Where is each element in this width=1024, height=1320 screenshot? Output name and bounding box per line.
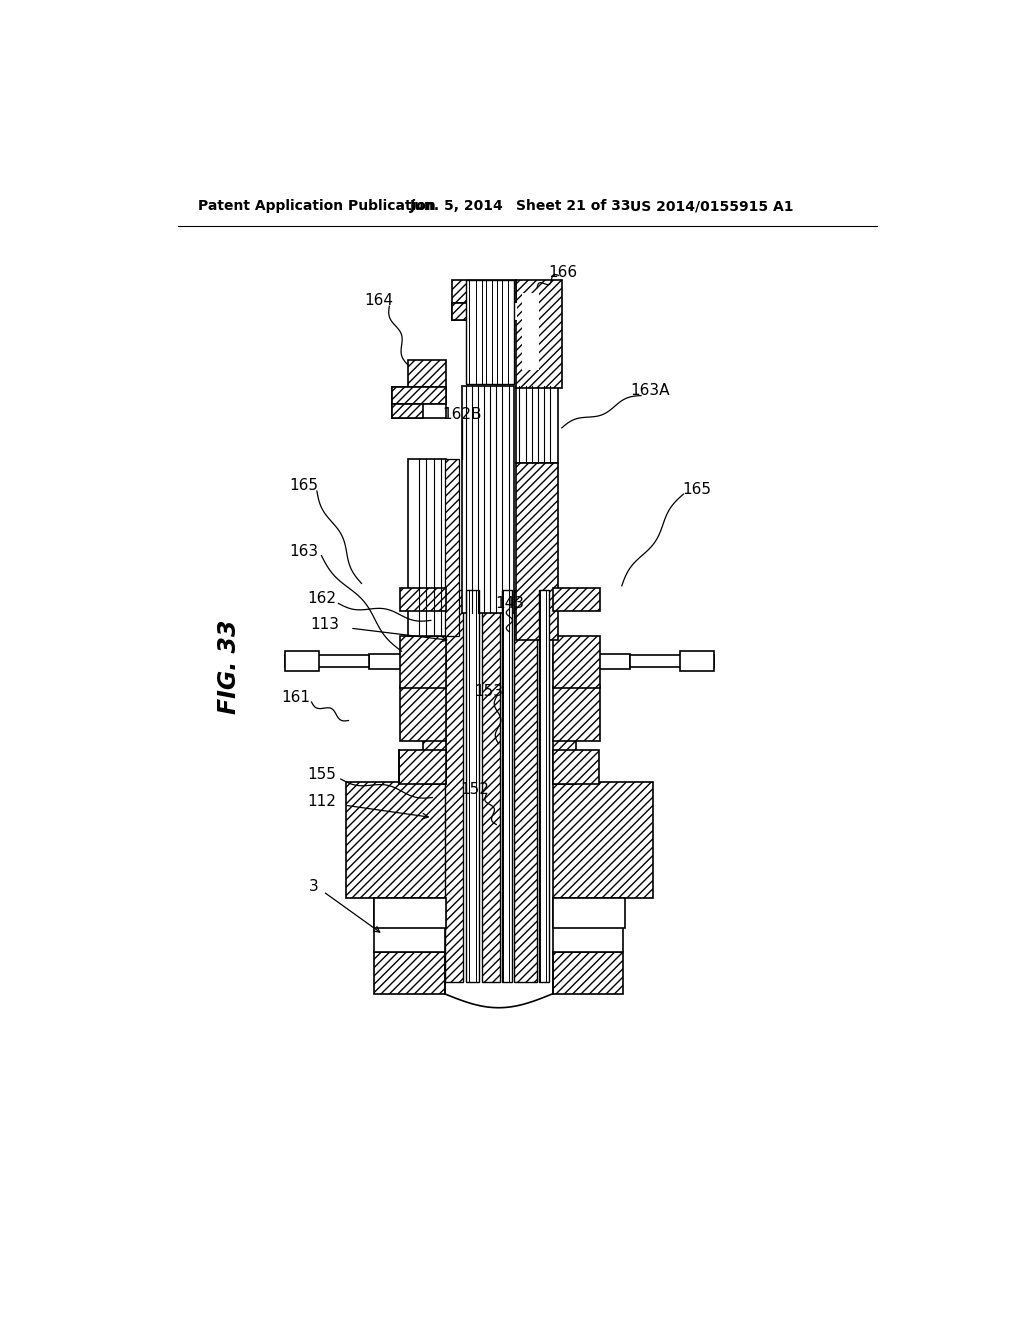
Bar (515, 462, 558, 640)
Bar (408, 360, 446, 387)
Bar (392, 387, 446, 404)
Text: 155: 155 (307, 767, 336, 781)
Bar (680, 651, 714, 671)
Text: 3: 3 (309, 879, 318, 895)
Text: 165: 165 (682, 482, 711, 498)
Text: 112: 112 (307, 793, 336, 809)
Bar (374, 952, 444, 994)
Bar (553, 589, 600, 611)
Bar (481, 590, 500, 982)
Bar (392, 387, 446, 404)
Bar (398, 750, 446, 784)
Text: 162: 162 (307, 591, 336, 606)
Bar (444, 590, 463, 982)
Text: 113: 113 (310, 616, 339, 632)
Bar (285, 651, 319, 671)
Bar (553, 898, 625, 928)
Text: 153: 153 (474, 684, 503, 698)
Bar (630, 655, 714, 668)
Bar (521, 293, 539, 370)
Bar (400, 636, 446, 688)
Bar (553, 952, 624, 994)
Bar (515, 280, 562, 388)
Bar (502, 590, 512, 982)
Bar (553, 739, 575, 784)
Bar (400, 686, 446, 742)
Text: 152: 152 (461, 783, 489, 797)
Bar (453, 304, 515, 321)
Bar (553, 898, 624, 952)
Text: 166: 166 (549, 265, 578, 280)
Text: Jun. 5, 2014: Jun. 5, 2014 (410, 199, 504, 213)
Text: US 2014/0155915 A1: US 2014/0155915 A1 (630, 199, 793, 213)
Bar (553, 686, 600, 742)
Bar (539, 590, 550, 982)
Bar (392, 404, 446, 418)
Text: 163A: 163A (631, 383, 670, 399)
Bar (553, 636, 600, 688)
Text: 164: 164 (364, 293, 393, 309)
Text: FIG. 33: FIG. 33 (217, 619, 241, 714)
Bar (553, 750, 599, 784)
Text: 161: 161 (282, 690, 310, 705)
Text: 163: 163 (289, 544, 318, 558)
Bar (466, 590, 479, 982)
Bar (515, 385, 558, 462)
Bar (466, 280, 514, 384)
Bar (408, 459, 446, 636)
Bar (370, 653, 446, 669)
Text: 162B: 162B (442, 407, 481, 421)
Bar (444, 459, 459, 636)
Bar (553, 653, 630, 669)
Bar (462, 385, 514, 612)
Bar (400, 589, 446, 611)
Bar (285, 655, 370, 668)
Bar (423, 739, 446, 784)
Bar (483, 304, 517, 321)
Bar (374, 898, 446, 928)
Bar (453, 280, 515, 304)
Text: 165: 165 (290, 478, 318, 494)
Bar (374, 898, 444, 952)
Bar (553, 781, 652, 898)
Text: Sheet 21 of 33: Sheet 21 of 33 (515, 199, 630, 213)
Bar (453, 304, 483, 321)
Text: 143: 143 (495, 595, 524, 611)
Bar (392, 404, 423, 418)
Bar (346, 781, 446, 898)
Text: Patent Application Publication: Patent Application Publication (199, 199, 436, 213)
Bar (514, 590, 538, 982)
